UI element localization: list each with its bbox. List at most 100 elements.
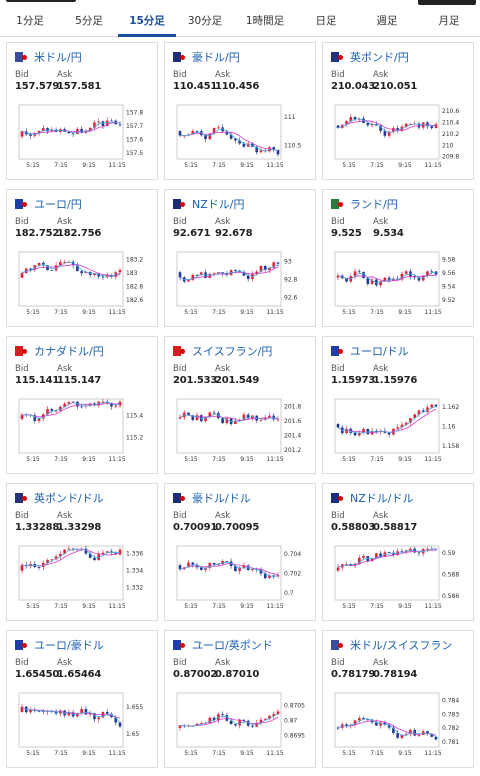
pair-name-label[interactable]: ユーロ/英ポンド [192,639,273,652]
pair-name-label[interactable]: ランド/円 [350,198,398,211]
pair-name[interactable]: 米ドル/スイスフラン [331,637,452,653]
pair-name-label[interactable]: ユーロ/円 [34,198,82,211]
x-tick-label: 11:15 [266,309,283,316]
tab-4[interactable]: 1時間足 [245,15,285,27]
pair-name-label[interactable]: 豪ドル/ドル [192,492,251,505]
x-tick-label: 11:15 [424,309,441,316]
pair-name-label[interactable]: 英ポンド/ドル [34,492,104,505]
candle-body [251,568,254,570]
y-tick-label: 1.336 [126,550,143,557]
rate-card[interactable]: 英ポンド/ドル Bid Ask 1.33288 1.33298 1.336 1.3… [6,483,158,621]
candle-body [234,138,237,141]
pair-name-label[interactable]: 米ドル/円 [34,51,82,64]
moving-average-line [337,272,437,284]
pair-name[interactable]: ユーロ/円 [15,196,82,212]
ask-value: 115.147 [57,375,102,386]
tab-0[interactable]: 1分足 [16,15,44,27]
pair-name-label[interactable]: ユーロ/豪ドル [34,639,104,652]
rate-card[interactable]: 豪ドル/ドル Bid Ask 0.70091 0.70095 0.704 0.70… [164,483,316,621]
candle-body [383,277,387,282]
pair-name-label[interactable]: カナダドル/円 [34,345,104,358]
candle-body [67,712,71,716]
candle-body [178,417,182,419]
x-tick-label: 9:15 [240,750,254,757]
rate-card[interactable]: スイスフラン/円 Bid Ask 201.533 201.549 201.8 20… [164,336,316,474]
y-tick-label: 201.8 [284,404,301,411]
pair-name-label[interactable]: 米ドル/スイスフラン [350,639,453,652]
pair-name[interactable]: NZドル/ドル [331,490,413,506]
pair-name[interactable]: NZドル/円 [173,196,244,212]
rate-card[interactable]: ユーロ/英ポンド Bid Ask 0.87002 0.87010 0.8705 0… [164,630,316,768]
tab-6[interactable]: 週足 [376,15,398,27]
rate-card[interactable]: NZドル/円 Bid Ask 92.671 92.678 93 92.8 92.6 5… [164,189,316,327]
candle-body [217,564,220,565]
pair-name[interactable]: ユーロ/豪ドル [15,637,104,653]
moving-average-line [337,548,436,568]
rate-card[interactable]: NZドル/ドル Bid Ask 0.58803 0.58817 0.59 0.58… [322,483,474,621]
candle-body [336,567,340,571]
y-tick-label: 201.2 [284,447,301,454]
candle-body [63,261,66,263]
candle-body [37,418,41,421]
pair-name[interactable]: ユーロ/ドル [331,343,409,359]
rate-card[interactable]: ユーロ/豪ドル Bid Ask 1.65450 1.65464 1.655 1.6… [6,630,158,768]
y-tick-label: 209.8 [442,154,459,161]
pair-name-label[interactable]: ユーロ/ドル [350,345,409,358]
pair-name-label[interactable]: 豪ドル/円 [192,51,240,64]
candle-body [242,143,246,147]
tab-1[interactable]: 5分足 [75,15,103,27]
rate-card[interactable]: 米ドル/円 Bid Ask 157.579 157.581 157.8 157.7… [6,42,158,180]
rate-card[interactable]: ユーロ/円 Bid Ask 182.752 182.756 183.2 183 18… [6,189,158,327]
rate-card[interactable]: 豪ドル/円 Bid Ask 110.451 110.456 111 110.5 5:… [164,42,316,180]
pair-name[interactable]: 英ポンド/ドル [15,490,104,506]
candle-body [221,418,224,424]
candle-body [46,265,49,271]
pair-name-label[interactable]: スイスフラン/円 [192,345,273,358]
candlestick-chart: 210.6 210.4 210.2 210 209.8 5:15 7:15 9:15 11:15 [334,104,459,169]
bid-value: 92.671 [173,228,211,239]
y-tick-label: 201.4 [284,433,301,440]
pair-name[interactable]: スイスフラン/円 [173,343,272,359]
y-tick-label: 0.783 [442,711,459,718]
bid-value: 0.87002 [173,669,218,680]
pair-name-label[interactable]: NZドル/円 [192,198,245,211]
header-button-fragment[interactable] [418,0,476,5]
y-tick-label: 0.588 [442,572,459,579]
pair-name[interactable]: カナダドル/円 [15,343,104,359]
pair-name-label[interactable]: NZドル/ドル [350,492,414,505]
pair-name-label[interactable]: 英ポンド/円 [350,51,409,64]
ask-value: 0.58817 [373,522,418,533]
candle-body [413,276,416,278]
candle-body [276,711,280,715]
rate-card[interactable]: 英ポンド/円 Bid Ask 210.043 210.051 210.6 210.… [322,42,474,180]
candle-body [238,140,241,144]
bid-label: Bid [15,364,29,374]
tab-5[interactable]: 日足 [315,15,337,27]
rate-card[interactable]: ランド/円 Bid Ask 9.525 9.534 9.58 9.56 9.54 9.… [322,189,474,327]
y-tick-label: 0.704 [284,551,301,558]
candle-body [387,724,391,728]
candle-body [434,271,438,275]
pair-name[interactable]: 豪ドル/円 [173,49,240,65]
pair-name[interactable]: ユーロ/英ポンド [173,637,273,653]
pair-name[interactable]: 米ドル/円 [15,49,82,65]
bid-label: Bid [173,364,187,374]
rate-card[interactable]: カナダドル/円 Bid Ask 115.141 115.147 115.4 115… [6,336,158,474]
us-jp-flag-icon [15,52,29,62]
y-tick-label: 182.6 [126,297,143,304]
pair-name[interactable]: 英ポンド/円 [331,49,409,65]
ask-label: Ask [57,658,73,668]
tab-7[interactable]: 月足 [438,15,460,27]
tab-2[interactable]: 15分足 [118,7,176,37]
moving-average-line [337,720,437,736]
candle-body [400,734,404,738]
rate-card[interactable]: ユーロ/ドル Bid Ask 1.15973 1.15976 1.162 1.16… [322,336,474,474]
au-jp-flag-icon [173,52,187,62]
candle-body [392,552,395,556]
tab-3[interactable]: 30分足 [187,15,223,27]
pair-name[interactable]: ランド/円 [331,196,398,212]
rate-card[interactable]: 米ドル/スイスフラン Bid Ask 0.78179 0.78194 0.784… [322,630,474,768]
candle-body [114,405,118,407]
candle-body [336,424,340,428]
pair-name[interactable]: 豪ドル/ドル [173,490,251,506]
